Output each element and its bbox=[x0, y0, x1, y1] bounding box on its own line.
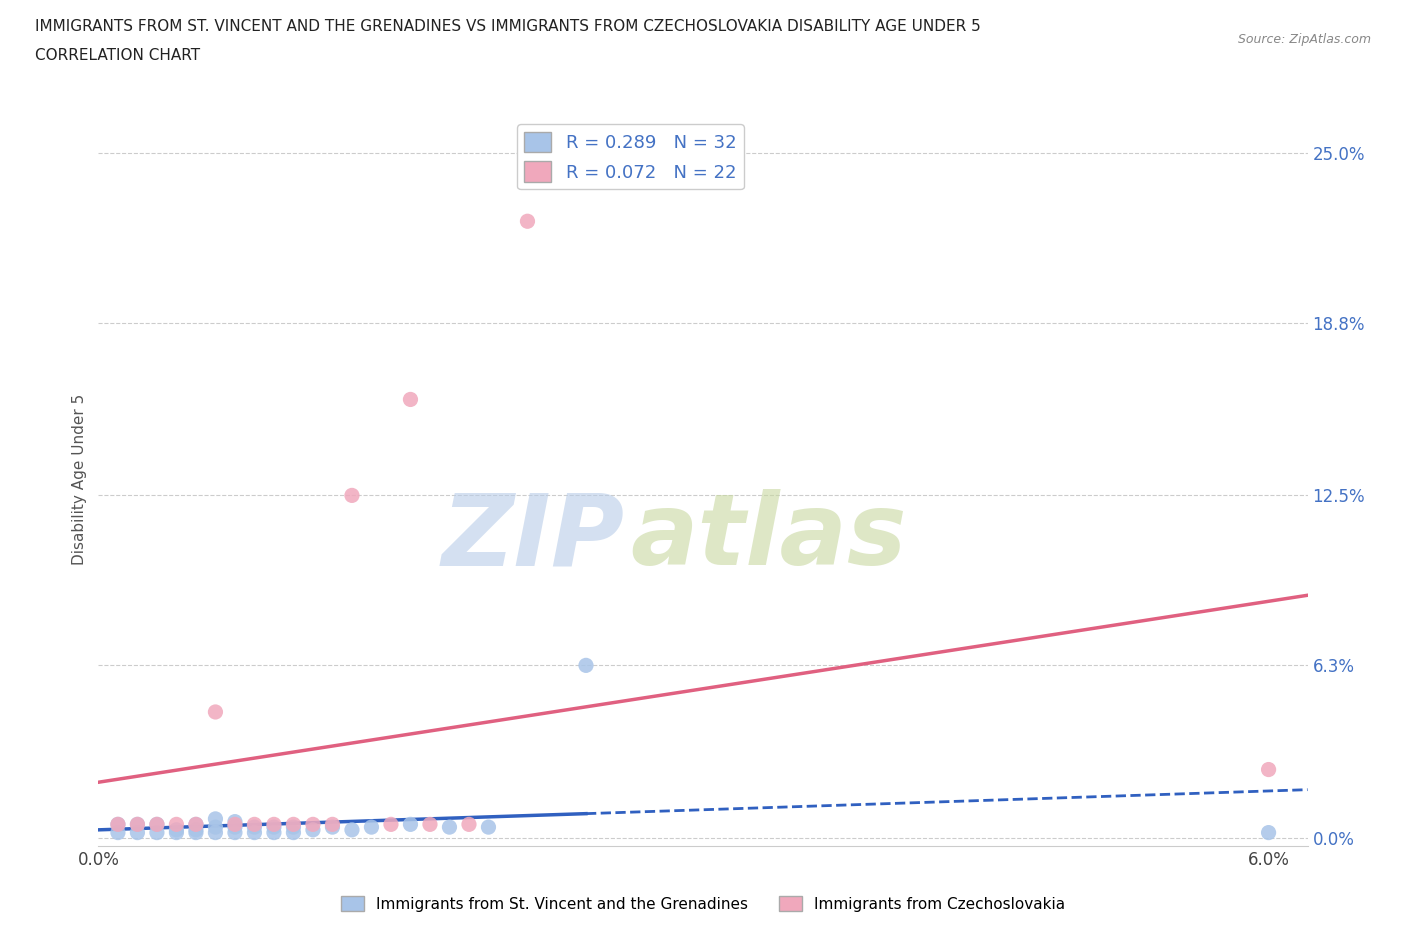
Text: IMMIGRANTS FROM ST. VINCENT AND THE GRENADINES VS IMMIGRANTS FROM CZECHOSLOVAKIA: IMMIGRANTS FROM ST. VINCENT AND THE GREN… bbox=[35, 19, 981, 33]
Point bbox=[340, 488, 363, 503]
Point bbox=[283, 817, 305, 831]
Point bbox=[127, 825, 149, 840]
Point bbox=[283, 825, 305, 840]
Point bbox=[127, 817, 149, 831]
Point bbox=[302, 822, 325, 837]
Point bbox=[419, 817, 441, 831]
Point bbox=[127, 817, 149, 831]
Point bbox=[184, 822, 207, 837]
Point bbox=[283, 819, 305, 834]
Text: atlas: atlas bbox=[630, 489, 907, 586]
Point bbox=[204, 812, 226, 827]
Point bbox=[146, 825, 169, 840]
Point bbox=[263, 817, 285, 831]
Point bbox=[184, 825, 207, 840]
Point bbox=[477, 819, 499, 834]
Point bbox=[165, 822, 187, 837]
Point bbox=[107, 817, 129, 831]
Point bbox=[224, 817, 246, 831]
Text: Source: ZipAtlas.com: Source: ZipAtlas.com bbox=[1237, 33, 1371, 46]
Legend: R = 0.289   N = 32, R = 0.072   N = 22: R = 0.289 N = 32, R = 0.072 N = 22 bbox=[517, 125, 744, 190]
Point bbox=[165, 825, 187, 840]
Point bbox=[243, 817, 266, 831]
Point bbox=[321, 817, 343, 831]
Point bbox=[204, 825, 226, 840]
Y-axis label: Disability Age Under 5: Disability Age Under 5 bbox=[72, 393, 87, 565]
Point bbox=[107, 817, 129, 831]
Point bbox=[302, 817, 325, 831]
Point bbox=[439, 819, 461, 834]
Point bbox=[399, 817, 422, 831]
Point bbox=[380, 817, 402, 831]
Point bbox=[575, 658, 598, 672]
Point bbox=[458, 817, 481, 831]
Point bbox=[224, 819, 246, 834]
Point bbox=[204, 819, 226, 834]
Legend: Immigrants from St. Vincent and the Grenadines, Immigrants from Czechoslovakia: Immigrants from St. Vincent and the Gren… bbox=[335, 889, 1071, 918]
Point bbox=[399, 392, 422, 407]
Point bbox=[321, 819, 343, 834]
Point bbox=[263, 825, 285, 840]
Point bbox=[184, 817, 207, 831]
Point bbox=[224, 825, 246, 840]
Point bbox=[204, 705, 226, 720]
Text: CORRELATION CHART: CORRELATION CHART bbox=[35, 48, 200, 63]
Point bbox=[224, 814, 246, 829]
Point bbox=[243, 819, 266, 834]
Point bbox=[107, 825, 129, 840]
Text: ZIP: ZIP bbox=[441, 489, 624, 586]
Point bbox=[243, 825, 266, 840]
Point bbox=[1257, 825, 1279, 840]
Point bbox=[340, 822, 363, 837]
Point bbox=[146, 817, 169, 831]
Point bbox=[516, 214, 538, 229]
Point bbox=[184, 817, 207, 831]
Point bbox=[146, 817, 169, 831]
Point bbox=[1257, 762, 1279, 777]
Point bbox=[263, 819, 285, 834]
Point bbox=[165, 817, 187, 831]
Point bbox=[360, 819, 382, 834]
